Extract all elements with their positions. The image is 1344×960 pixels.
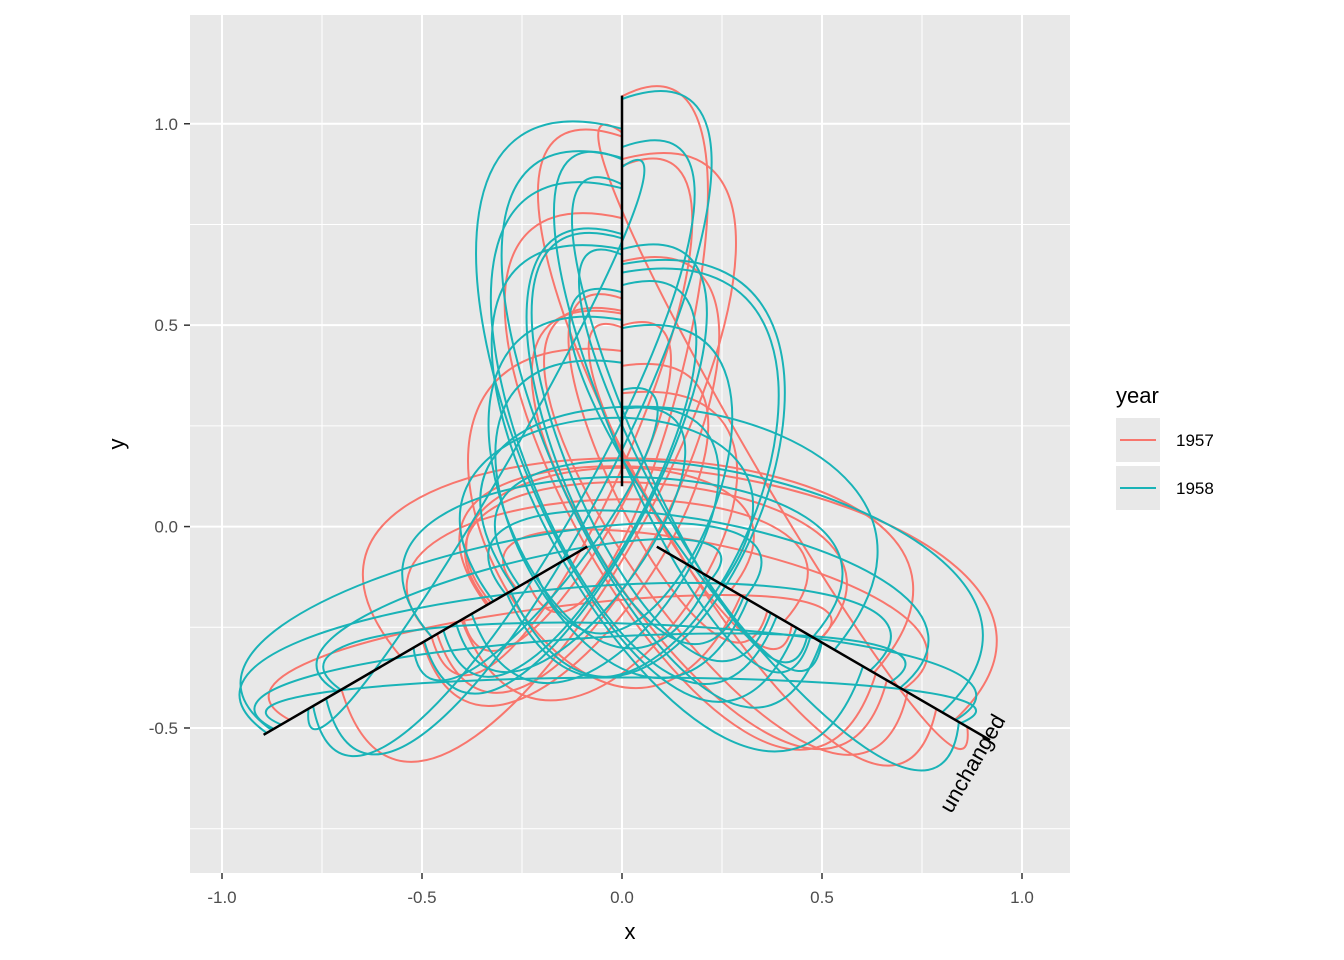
legend-label-1957: 1957	[1176, 431, 1214, 450]
y-tick-label: 0.5	[154, 316, 178, 335]
series-1958-curve	[325, 90, 713, 756]
series-1958	[238, 90, 984, 772]
series-1958-curve	[442, 280, 698, 678]
series-1958-curve	[553, 150, 812, 674]
x-tick-label: 0.5	[810, 888, 834, 907]
series-1957-curve	[537, 128, 938, 767]
series-1957-curve	[462, 321, 672, 652]
ternary-axis-segment	[656, 545, 991, 742]
series-1958-curve	[239, 521, 763, 731]
series-1958-curve	[455, 406, 687, 673]
ternary-axis-segment	[262, 545, 588, 736]
series-1958-curve	[489, 181, 778, 685]
series-1958-curve	[578, 248, 823, 673]
series-1957-curve	[340, 151, 737, 763]
series-1958-curve	[412, 387, 659, 682]
series-1958-curve	[535, 324, 734, 635]
y-axis-ticks: -0.5 0.0 0.5 1.0	[149, 115, 190, 738]
series-1957-curve	[458, 465, 998, 721]
series-1958-curve	[505, 267, 780, 679]
y-tick-label: -0.5	[149, 719, 178, 738]
series-1958-curve	[265, 676, 977, 726]
x-axis-ticks: -1.0 -0.5 0.0 0.5 1.0	[207, 873, 1034, 907]
series-1957-curve	[597, 123, 969, 750]
series-1957-curve	[362, 457, 915, 674]
x-tick-label: 0.0	[610, 888, 634, 907]
series-1957-curve	[567, 293, 769, 644]
series-1957-curve	[465, 466, 755, 604]
x-tick-label: -1.0	[207, 888, 236, 907]
x-tick-label: 1.0	[1010, 888, 1034, 907]
series-1958-curve	[525, 227, 745, 646]
x-tick-label: -0.5	[407, 888, 436, 907]
y-tick-label: 0.0	[154, 518, 178, 537]
series-1957-curve	[502, 528, 929, 691]
ternary-axis-lines	[262, 95, 991, 742]
series-1958-curve	[322, 621, 978, 721]
series-1957-curve	[526, 85, 709, 614]
legend-label-1958: 1958	[1176, 479, 1214, 498]
series-1958-curve	[490, 244, 864, 753]
series-1957-curve	[467, 347, 742, 690]
y-tick-label: 1.0	[154, 115, 178, 134]
x-axis-title: x	[625, 919, 636, 944]
series-1958-curve	[509, 259, 786, 678]
legend-title: year	[1116, 383, 1159, 408]
series-1957-curve	[405, 498, 809, 638]
grid-minor	[190, 15, 1070, 873]
series-1958-curve	[312, 139, 696, 757]
series-1957-curve	[503, 212, 877, 751]
series-1958-curve	[494, 359, 749, 679]
legend: year 1957 1958	[1116, 383, 1214, 510]
series-1958-curve	[475, 120, 798, 703]
series-1958-curve	[307, 158, 646, 731]
series-1958-curve	[253, 632, 907, 730]
y-axis-title: y	[104, 439, 129, 450]
